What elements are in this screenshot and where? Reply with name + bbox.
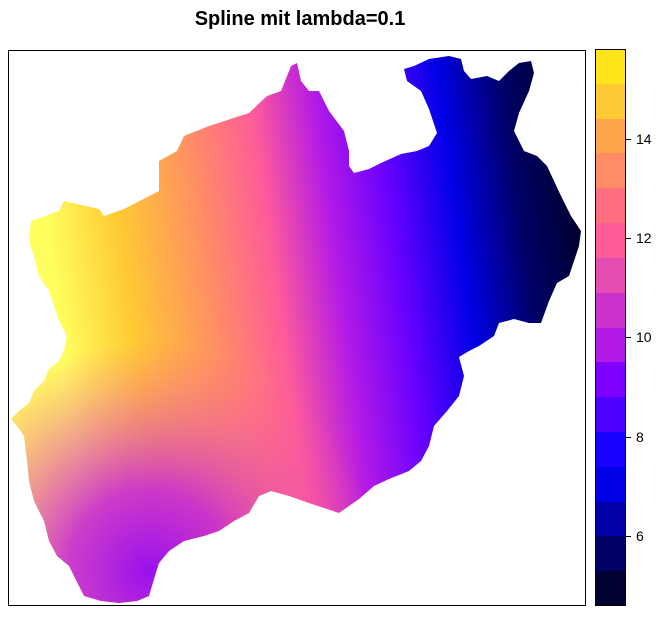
color-key-swatch [595,571,626,606]
color-key-swatch [595,257,626,293]
color-key-swatch [595,188,626,224]
color-key-swatch [595,466,626,502]
color-key-swatch [595,536,626,572]
color-key-swatch [595,83,626,119]
color-key-swatch [595,118,626,154]
color-key-tick [626,436,631,438]
color-key-swatch [595,501,626,537]
color-key-swatch [595,362,626,398]
color-key-swatch [595,223,626,258]
interpolated-surface-map [11,56,581,603]
color-key [595,49,626,606]
color-key-tick-label: 14 [636,130,652,147]
color-key-swatch [595,153,626,189]
color-key-tick [626,536,631,538]
color-key-tick-label: 8 [636,428,644,445]
color-key-swatch [595,292,626,328]
color-key-swatch [595,431,626,467]
color-key-tick-label: 10 [636,329,652,346]
color-key-tick [626,337,631,339]
map-panel [8,50,586,606]
color-key-swatch [595,397,626,432]
color-key-swatch [595,327,626,363]
color-key-tick [626,138,631,140]
color-key-tick-label: 12 [636,229,652,246]
color-key-tick-label: 6 [636,528,644,545]
chart-title: Spline mit lambda=0.1 [194,8,406,30]
color-key-tick [626,237,631,239]
color-key-swatch [595,49,626,84]
